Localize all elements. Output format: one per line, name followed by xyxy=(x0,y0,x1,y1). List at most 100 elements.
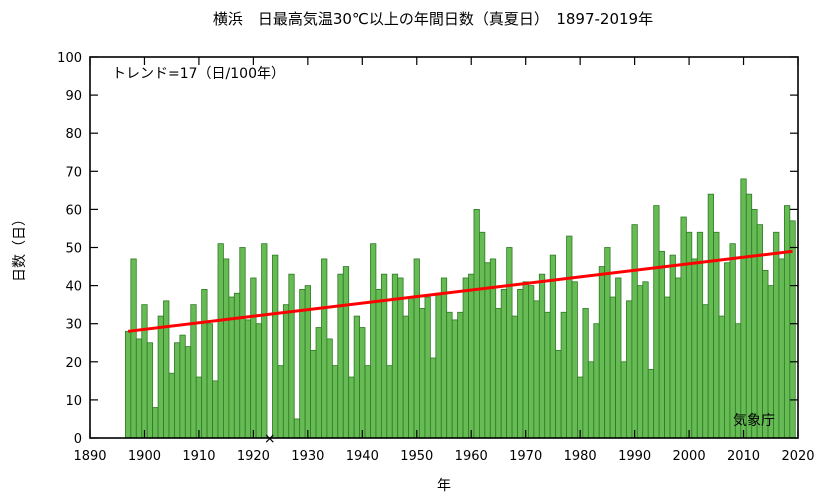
y-axis-label: 日数（日） xyxy=(12,212,28,282)
y-tick-label-90: 90 xyxy=(65,89,82,104)
bar-1934 xyxy=(326,338,333,439)
bar-1920 xyxy=(250,277,257,439)
x-tick-label-1990: 1990 xyxy=(618,449,651,464)
x-tick-label-2010: 2010 xyxy=(727,449,760,464)
y-tick-label-10: 10 xyxy=(65,394,82,409)
bar-1983 xyxy=(593,323,600,439)
bar-1899 xyxy=(135,338,143,439)
bar-1900 xyxy=(141,304,148,439)
bar-1997 xyxy=(669,254,676,439)
bar-1995 xyxy=(658,250,665,439)
bar-2010 xyxy=(740,178,747,439)
bar-1938 xyxy=(348,376,355,439)
x-tick-label-1930: 1930 xyxy=(291,449,324,464)
bar-2006 xyxy=(718,315,725,439)
bar-1908 xyxy=(184,346,192,439)
bar-1915 xyxy=(223,258,230,439)
bar-1901 xyxy=(146,342,154,439)
bar-1973 xyxy=(538,273,546,439)
bar-1942 xyxy=(370,243,377,439)
bar-1904 xyxy=(163,300,170,439)
bar-1989 xyxy=(626,300,633,439)
x-tick-label-1940: 1940 xyxy=(346,449,379,464)
bar-1986 xyxy=(609,296,616,439)
bar-1990 xyxy=(631,224,638,439)
bar-1952 xyxy=(424,296,431,439)
bar-1944 xyxy=(380,273,388,439)
bar-1993 xyxy=(647,369,655,439)
y-tick-label-30: 30 xyxy=(65,318,82,333)
bar-1941 xyxy=(364,365,371,439)
x-tick-label-2020: 2020 xyxy=(781,449,814,464)
bar-1947 xyxy=(397,277,404,439)
bar-1980 xyxy=(577,376,584,439)
bar-2012 xyxy=(751,208,758,439)
x-tick-label-1980: 1980 xyxy=(564,449,597,464)
bar-1902 xyxy=(152,407,159,439)
bar-1933 xyxy=(321,258,328,439)
bar-1935 xyxy=(331,365,339,439)
y-tick-label-50: 50 xyxy=(65,242,82,257)
bar-2011 xyxy=(745,193,753,439)
bar-1956 xyxy=(446,311,453,439)
bar-1954 xyxy=(435,292,442,439)
bar-1927 xyxy=(288,273,295,439)
bar-1987 xyxy=(615,277,622,439)
bar-1905 xyxy=(168,372,175,439)
bar-2003 xyxy=(702,304,709,439)
bar-1982 xyxy=(587,361,595,439)
bar-1984 xyxy=(598,266,606,439)
bar-series xyxy=(125,178,796,439)
bar-1971 xyxy=(528,285,535,439)
bar-1939 xyxy=(353,315,360,439)
bar-2007 xyxy=(724,262,731,439)
y-tick-label-20: 20 xyxy=(65,356,82,371)
bar-1926 xyxy=(282,304,290,439)
x-axis-label: 年 xyxy=(437,478,451,494)
bar-1957 xyxy=(451,319,459,439)
bar-1949 xyxy=(408,296,415,439)
bar-2001 xyxy=(691,258,698,439)
bar-2004 xyxy=(707,193,714,439)
bar-2008 xyxy=(729,243,736,439)
bar-1975 xyxy=(549,254,557,439)
bar-1937 xyxy=(342,266,350,439)
bar-1914 xyxy=(217,243,224,439)
bar-1972 xyxy=(533,300,540,439)
bar-1950 xyxy=(413,258,420,439)
bar-1966 xyxy=(500,289,508,439)
bar-1917 xyxy=(233,292,241,439)
bar-1913 xyxy=(212,380,219,439)
bar-1991 xyxy=(636,285,644,439)
bar-2018 xyxy=(783,205,791,439)
bar-1906 xyxy=(174,342,181,439)
chart-title: 横浜 日最高気温30℃以上の年間日数（真夏日） 1897-2019年 xyxy=(213,10,653,28)
bar-1994 xyxy=(653,205,660,439)
bar-1977 xyxy=(560,311,567,439)
bar-1940 xyxy=(359,327,366,439)
x-tick-label-1960: 1960 xyxy=(455,449,488,464)
bar-1897 xyxy=(125,330,132,439)
bar-1903 xyxy=(157,315,164,439)
bar-1976 xyxy=(555,349,562,439)
missing-data-marker: × xyxy=(264,431,276,447)
bar-1958 xyxy=(457,311,464,439)
bar-1925 xyxy=(277,365,284,439)
bar-1907 xyxy=(179,334,186,439)
bar-1961 xyxy=(473,208,480,439)
bar-1943 xyxy=(375,289,382,439)
bar-1948 xyxy=(402,315,409,439)
trend-line xyxy=(127,249,793,333)
y-axis: 0 10 20 30 40 50 60 70 80 90 100 xyxy=(57,51,798,447)
bar-1968 xyxy=(511,315,518,439)
source-label: 気象庁 xyxy=(733,413,775,429)
bar-1955 xyxy=(440,277,448,439)
y-tick-label-40: 40 xyxy=(65,280,82,295)
bar-1936 xyxy=(337,273,344,439)
bar-1967 xyxy=(506,247,513,439)
x-tick-label-1900: 1900 xyxy=(128,449,161,464)
bar-1960 xyxy=(468,273,475,439)
bar-1928 xyxy=(293,418,301,439)
bar-1969 xyxy=(517,289,524,439)
